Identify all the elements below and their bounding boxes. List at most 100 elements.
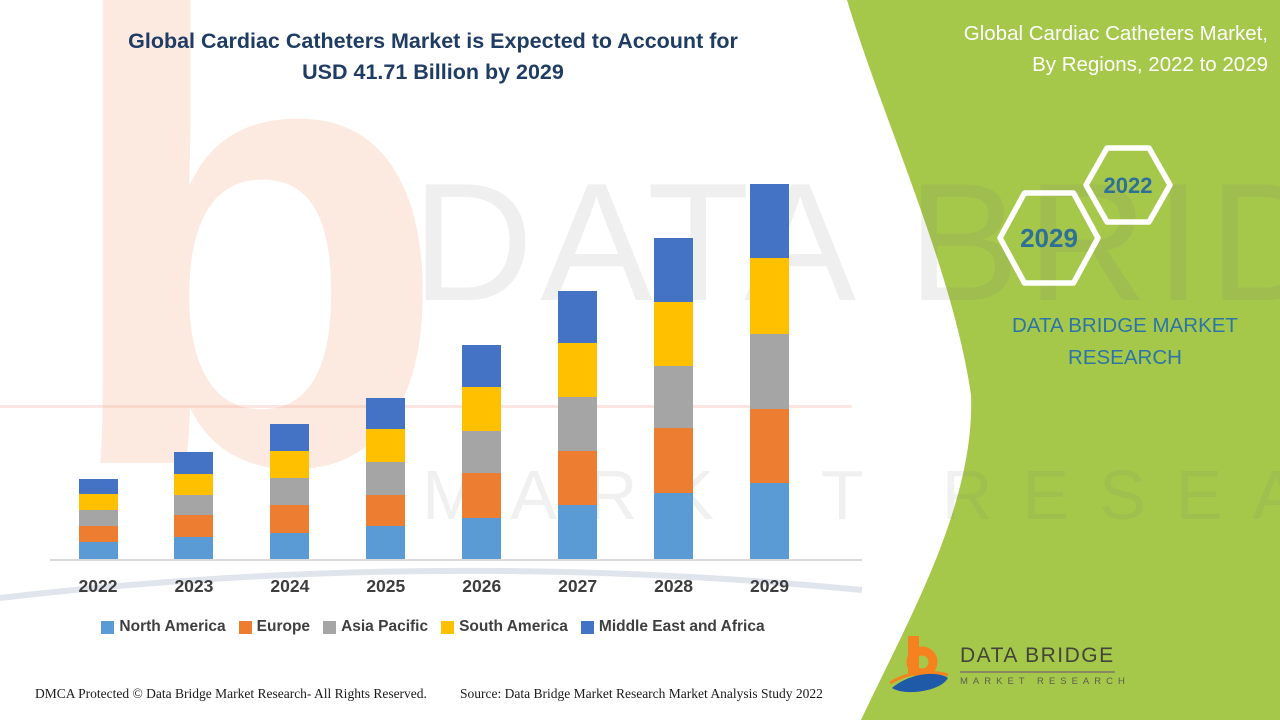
chart-legend: North America Europe Asia Pacific South Ame… — [0, 618, 866, 636]
bar-2027-segment-north-america — [558, 505, 598, 559]
bar-2024-segment-europe — [270, 505, 310, 533]
logo-brand-sub: MARKET RESEARCH — [960, 675, 1130, 687]
legend-item-south-america: South America — [441, 618, 568, 636]
legend-label-middle-east-and-africa: Middle East and Africa — [598, 618, 765, 635]
hexagon-2029-label: 2029 — [1020, 223, 1078, 253]
legend-swatch-europe — [238, 620, 252, 634]
bar-2022 — [78, 478, 118, 559]
chart-title: Global Cardiac Catheters Market is Expec… — [0, 26, 866, 88]
hexagon-badges: 2022 2029 — [997, 145, 1173, 286]
bar-2026 — [462, 344, 502, 559]
bar-2023-segment-middle-east-and-africa — [174, 451, 214, 475]
legend-item-middle-east-and-africa: Middle East and Africa — [580, 618, 765, 636]
legend-swatch-south-america — [441, 620, 455, 634]
bar-2025 — [366, 397, 406, 559]
bar-2023-segment-asia-pacific — [174, 495, 214, 515]
bar-2029-segment-south-america — [750, 258, 789, 335]
bar-2029-segment-asia-pacific — [750, 334, 789, 409]
hexagon-2022 — [1083, 145, 1173, 225]
brand-text-line1: DATA BRIDGE MARKET — [1012, 314, 1238, 337]
bar-2022-segment-middle-east-and-africa — [78, 478, 118, 495]
panel-title-line2: By Regions, 2022 to 2029 — [1032, 53, 1268, 76]
bar-2026-segment-north-america — [462, 517, 502, 559]
panel-title: Global Cardiac Catheters Market, By Regi… — [848, 18, 1268, 80]
chart-title-line2: USD 41.71 Billion by 2029 — [302, 60, 564, 84]
bar-2024-segment-north-america — [270, 532, 310, 559]
watermark-wordmark: DATA BRIDGE — [412, 148, 1280, 336]
bar-2024-segment-middle-east-and-africa — [270, 424, 310, 452]
bar-2025-segment-europe — [366, 495, 406, 526]
green-panel-shape — [847, 0, 1280, 720]
panel-title-line1: Global Cardiac Catheters Market, — [963, 22, 1268, 45]
x-axis-label-2029: 2029 — [750, 576, 789, 596]
x-axis-label-2024: 2024 — [270, 576, 310, 596]
footer-source: Source: Data Bridge Market Research Mark… — [460, 686, 823, 701]
bar-2027-segment-south-america — [558, 343, 598, 397]
bar-2026-segment-south-america — [462, 387, 502, 432]
legend-swatch-asia-pacific — [323, 620, 337, 634]
x-axis-label-2023: 2023 — [174, 576, 214, 596]
bar-2025-segment-middle-east-and-africa — [366, 397, 406, 430]
x-axis-label-2027: 2027 — [558, 576, 598, 596]
data-bridge-logo-icon — [889, 636, 949, 693]
bar-2028-segment-asia-pacific — [654, 365, 694, 428]
logo-text: DATA BRIDGE MARKET RESEARCH — [960, 644, 1130, 687]
bar-2027-segment-asia-pacific — [558, 397, 598, 451]
bar-2026-segment-europe — [462, 472, 502, 518]
bar-2029 — [750, 183, 789, 559]
bar-2028 — [654, 237, 694, 559]
bar-2023-segment-south-america — [174, 474, 214, 496]
bar-2025-segment-asia-pacific — [366, 461, 406, 496]
logo-blue-swoosh — [892, 673, 948, 693]
legend-label-europe: Europe — [256, 618, 311, 635]
legend-item-north-america: North America — [101, 618, 226, 636]
bar-2027-segment-europe — [558, 451, 598, 505]
x-axis-label-2022: 2022 — [78, 576, 118, 596]
logo-b-bowl — [906, 646, 938, 678]
bar-2026-segment-asia-pacific — [462, 431, 502, 473]
x-axis-line — [50, 559, 862, 561]
bar-2026-segment-middle-east-and-africa — [462, 344, 502, 388]
chart-title-line1: Global Cardiac Catheters Market is Expec… — [128, 29, 738, 53]
hexagon-2022-label: 2022 — [1104, 173, 1153, 198]
bar-2027 — [558, 290, 598, 559]
watermark-underline — [0, 405, 852, 408]
bar-2022-segment-europe — [78, 525, 118, 542]
bar-2023 — [174, 451, 214, 559]
data-bridge-logo: DATA BRIDGE MARKET RESEARCH — [888, 636, 1130, 694]
legend-item-asia-pacific: Asia Pacific — [323, 618, 428, 636]
bar-2022-segment-asia-pacific — [78, 510, 118, 526]
brand-text: DATA BRIDGE MARKET RESEARCH — [975, 310, 1275, 374]
logo-orange-swoosh — [889, 670, 949, 685]
bar-2029-segment-north-america — [750, 483, 789, 559]
legend-swatch-north-america — [101, 620, 115, 634]
bar-2022-segment-south-america — [78, 494, 118, 511]
bar-2029-segment-europe — [750, 408, 789, 484]
brand-text-line2: RESEARCH — [1068, 346, 1182, 369]
footer-dmca: DMCA Protected © Data Bridge Market Rese… — [35, 686, 427, 701]
legend-item-europe: Europe — [238, 618, 311, 636]
x-axis-label-2026: 2026 — [462, 576, 502, 596]
x-axis-label-2025: 2025 — [366, 576, 406, 596]
bar-2022-segment-north-america — [78, 541, 118, 559]
bar-2028-segment-europe — [654, 427, 694, 494]
bar-2025-segment-north-america — [366, 525, 406, 559]
bar-2023-segment-europe — [174, 514, 214, 538]
bar-2029-segment-middle-east-and-africa — [750, 183, 789, 259]
legend-label-asia-pacific: Asia Pacific — [341, 618, 429, 635]
logo-brand-name: DATA BRIDGE — [960, 644, 1115, 673]
legend-label-south-america: South America — [459, 618, 568, 635]
bar-2024 — [270, 424, 310, 559]
bar-2024-segment-south-america — [270, 451, 310, 479]
bar-2028-segment-middle-east-and-africa — [654, 237, 694, 302]
bar-2027-segment-middle-east-and-africa — [558, 290, 598, 343]
bar-2025-segment-south-america — [366, 429, 406, 462]
legend-swatch-middle-east-and-africa — [580, 620, 594, 634]
x-axis-label-2028: 2028 — [654, 576, 694, 596]
legend-label-north-america: North America — [119, 618, 226, 635]
bar-2023-segment-north-america — [174, 537, 214, 559]
